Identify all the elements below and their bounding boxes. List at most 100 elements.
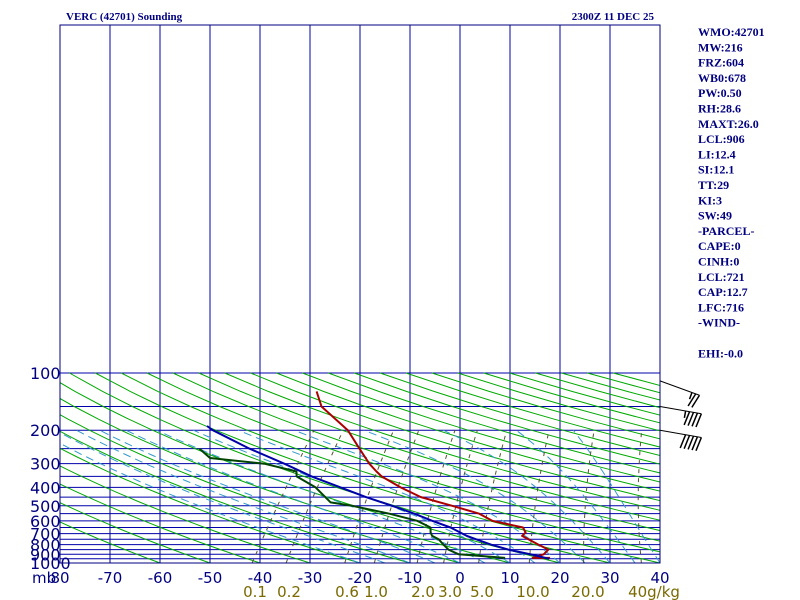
temperature-axis-labels: 80 -70 -60 -50 -40 -30 -20 -10 0 10 20 30 40 xyxy=(50,569,669,587)
stat-line: WMO:42701 xyxy=(698,25,765,39)
stat-line: LCL:721 xyxy=(698,270,745,284)
moist-adiabat xyxy=(125,429,461,563)
moist-adiabat xyxy=(193,429,511,563)
stat-line: MAXT:26.0 xyxy=(698,117,759,131)
pressure-tick-label: 300 xyxy=(30,455,61,474)
stat-line: KI:3 xyxy=(698,193,722,207)
dry-adiabat xyxy=(379,372,660,457)
dry-adiabat xyxy=(60,430,411,563)
temperature-tick-label: -20 xyxy=(348,569,373,587)
mixing-ratio-line xyxy=(583,430,595,563)
dry-adiabat xyxy=(60,502,211,563)
pressure-tick-label: 700 xyxy=(30,525,61,544)
dry-adiabat xyxy=(561,372,660,401)
mixing-ratio-label: 2.0 xyxy=(411,583,435,600)
wind-barbs xyxy=(659,380,703,452)
dry-adiabat xyxy=(535,372,660,409)
dry-adiabat xyxy=(250,372,660,502)
stat-line: SW:49 xyxy=(698,209,732,223)
pressure-tick-label: 800 xyxy=(30,536,61,555)
temperature-tick-label: -40 xyxy=(248,569,273,587)
wind-barb xyxy=(659,405,703,428)
stat-line: -PARCEL- xyxy=(698,224,754,238)
stat-line: LFC:716 xyxy=(698,300,744,314)
dry-adiabat xyxy=(509,372,660,416)
dry-adiabat xyxy=(69,372,611,563)
stat-line: EHI:-0.0 xyxy=(698,346,743,360)
dry-adiabat xyxy=(224,372,660,511)
temperature-tick-label: -60 xyxy=(148,569,173,587)
mixing-ratio-line xyxy=(478,430,508,563)
temperature-tick-label: 40 xyxy=(650,569,669,587)
pressure-tick-label: 900 xyxy=(30,545,61,564)
parcel-trace xyxy=(206,425,550,560)
pressure-tick-label: 400 xyxy=(30,478,61,497)
mixing-ratio-labels: 0.1 0.2 0.6 1.0 2.0 3.0 5.0 10.0 20.0 40g/kg xyxy=(243,583,680,600)
temperature-tick-label: 10 xyxy=(500,569,519,587)
mixing-ratio-label: 40g/kg xyxy=(628,583,680,600)
dry-adiabat xyxy=(95,372,660,563)
stat-line: LCL:906 xyxy=(698,132,745,146)
temperature-tick-label: -70 xyxy=(98,569,123,587)
stat-line: MW:216 xyxy=(698,40,743,54)
diagram-grid xyxy=(60,25,660,563)
mixing-ratio-line xyxy=(637,430,643,563)
pressure-tick-label: 1000 xyxy=(30,554,71,573)
mixing-ratio-label: 0.1 xyxy=(243,583,267,600)
moist-adiabat xyxy=(363,429,586,563)
pressure-tick-label: 100 xyxy=(30,364,61,383)
stat-line: LI:12.4 xyxy=(698,147,736,161)
dry-adiabat xyxy=(431,372,660,440)
wind-barb xyxy=(659,380,701,408)
mixing-ratio-label: 0.6 xyxy=(335,583,359,600)
chart-time: 2300Z 11 DEC 25 xyxy=(572,11,655,23)
mixing-ratio-line xyxy=(251,429,315,563)
mixing-ratio-line xyxy=(416,430,456,563)
pressure-tick-label: 600 xyxy=(30,512,61,531)
dry-adiabat xyxy=(60,382,561,563)
moist-adiabat xyxy=(76,429,411,563)
chart-title: VERC (42701) Sounding xyxy=(66,11,183,23)
mixing-ratio-line xyxy=(344,430,395,563)
mixing-ratio-line xyxy=(285,429,344,563)
dry-adiabat xyxy=(198,372,660,521)
stat-line: WB0:678 xyxy=(698,71,746,85)
temperature-tick-label: -30 xyxy=(298,569,323,587)
dry-adiabat xyxy=(587,372,660,394)
dewpoint-trace xyxy=(198,447,506,559)
stat-line: FRZ:604 xyxy=(698,56,744,70)
temperature-tick-label: 30 xyxy=(600,569,619,587)
dry-adiabat xyxy=(172,372,660,532)
stat-line: TT:29 xyxy=(698,178,729,192)
wind-barb xyxy=(659,429,703,452)
moist-adiabat xyxy=(156,429,486,563)
dry-adiabat xyxy=(457,372,660,432)
dry-adiabat xyxy=(60,521,161,563)
temperature-tick-label: -10 xyxy=(398,569,423,587)
dry-adiabat xyxy=(328,372,660,474)
stat-line: CAP:12.7 xyxy=(698,285,748,299)
dry-adiabat xyxy=(60,414,461,563)
temperature-tick-label: 80 xyxy=(50,569,69,587)
stat-line: SI:12.1 xyxy=(698,163,734,177)
temperature-tick-label: 0 xyxy=(455,569,465,587)
mixing-ratio-label: 5.0 xyxy=(470,583,494,600)
stat-line: CAPE:0 xyxy=(698,239,741,253)
dry-adiabat xyxy=(302,372,660,483)
moist-adiabat xyxy=(237,429,536,563)
temperature-tick-label: 20 xyxy=(550,569,569,587)
pressure-tick-label: 500 xyxy=(30,497,61,516)
temperature-tick-label: -50 xyxy=(198,569,223,587)
mixing-ratio-label: 1.0 xyxy=(364,583,388,600)
dry-adiabat xyxy=(120,372,660,553)
stat-line: -WIND- xyxy=(698,316,740,330)
dry-adiabat xyxy=(60,465,311,563)
pressure-tick-label: 200 xyxy=(30,421,61,440)
mixing-ratio-label: 3.0 xyxy=(438,583,462,600)
mixing-ratio-line xyxy=(373,430,420,563)
plot-frame xyxy=(59,24,661,564)
mixing-ratio-line xyxy=(528,430,550,563)
dry-adiabat xyxy=(354,372,660,465)
